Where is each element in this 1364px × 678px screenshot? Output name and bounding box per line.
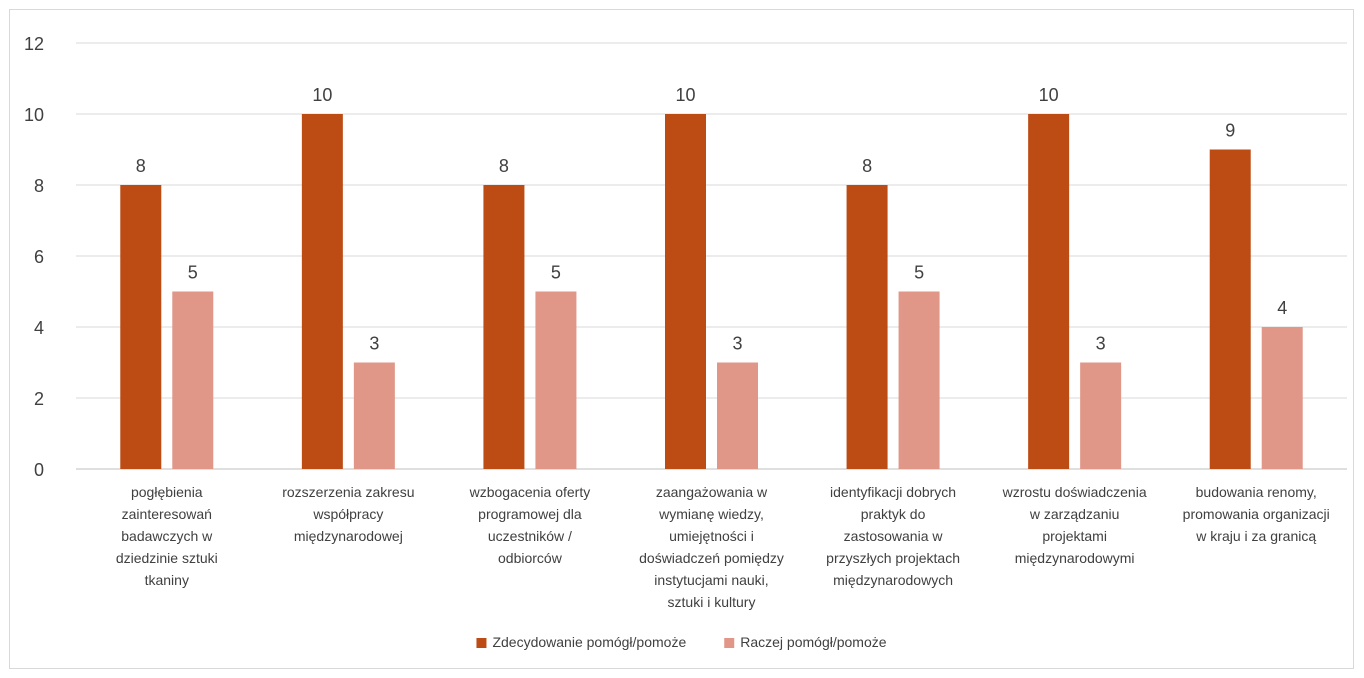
bar bbox=[898, 291, 940, 469]
bar bbox=[1209, 149, 1251, 469]
category-label: budowania renomy, bbox=[1196, 484, 1317, 500]
y-tick-label: 2 bbox=[34, 389, 44, 409]
bar bbox=[301, 114, 343, 469]
bar bbox=[483, 185, 525, 469]
data-label: 8 bbox=[862, 156, 872, 176]
data-label: 10 bbox=[1039, 85, 1059, 105]
y-tick-label: 6 bbox=[34, 247, 44, 267]
bar bbox=[120, 185, 162, 469]
category-label: rozszerzenia zakresu bbox=[282, 484, 414, 500]
data-label: 10 bbox=[675, 85, 695, 105]
category-label: międzynarodowymi bbox=[1015, 550, 1135, 566]
bar-chart: 0 2 4 6 8 10 12 8 5 pogłębienia zainteresowań badaw… bbox=[24, 34, 1347, 650]
category-label: współpracy bbox=[312, 506, 383, 522]
category-label: programowej dla bbox=[478, 506, 582, 522]
category-label: projektami bbox=[1042, 528, 1107, 544]
category-label: międzynarodowych bbox=[833, 572, 953, 588]
legend-label: Zdecydowanie pomógł/pomoże bbox=[492, 634, 686, 650]
bar bbox=[665, 114, 706, 469]
y-tick-label: 0 bbox=[34, 460, 44, 480]
legend-swatch bbox=[724, 638, 735, 648]
data-label: 3 bbox=[1096, 334, 1106, 354]
category-label: zastosowania w bbox=[844, 528, 944, 544]
y-tick-label: 8 bbox=[34, 176, 44, 196]
bar bbox=[353, 362, 395, 469]
data-label: 9 bbox=[1225, 121, 1235, 141]
data-label: 4 bbox=[1277, 298, 1287, 318]
legend-label: Raczej pomógł/pomoże bbox=[740, 634, 887, 650]
bar bbox=[172, 291, 214, 469]
category-label: wzbogacenia oferty bbox=[469, 484, 591, 500]
data-label: 5 bbox=[188, 263, 198, 283]
category-label: identyfikacji dobrych bbox=[830, 484, 956, 500]
category-label: w zarządzaniu bbox=[1029, 506, 1120, 522]
category-label: pogłębienia bbox=[131, 484, 203, 500]
data-label: 3 bbox=[369, 334, 379, 354]
bar bbox=[535, 291, 577, 469]
category-label: tkaniny bbox=[145, 572, 189, 588]
data-label: 8 bbox=[136, 156, 146, 176]
category-label: odbiorców bbox=[498, 550, 563, 566]
legend-swatch bbox=[476, 638, 487, 648]
category-label: dziedzinie sztuki bbox=[116, 550, 218, 566]
category-label: promowania organizacji bbox=[1183, 506, 1330, 522]
bar bbox=[1261, 327, 1303, 469]
category-label: badawczych w bbox=[121, 528, 213, 544]
category-label: w kraju i za granicą bbox=[1195, 528, 1316, 544]
bar bbox=[1080, 362, 1122, 469]
category-label: międzynarodowej bbox=[294, 528, 403, 544]
bar bbox=[1028, 114, 1070, 469]
y-tick-label: 12 bbox=[24, 34, 44, 54]
bar bbox=[846, 185, 888, 469]
category-label: wymianę wiedzy, bbox=[658, 506, 764, 522]
category-label: doświadczeń pomiędzy bbox=[639, 550, 784, 566]
category-label: zainteresowań bbox=[122, 506, 212, 522]
category-label: praktyk do bbox=[861, 506, 926, 522]
category-label: przyszłych projektach bbox=[826, 550, 960, 566]
category-label: uczestników / bbox=[488, 528, 572, 544]
category-label: umiejętności i bbox=[669, 528, 754, 544]
chart-frame: 0 2 4 6 8 10 12 8 5 pogłębienia zainteresowań badaw… bbox=[9, 9, 1354, 669]
y-tick-label: 4 bbox=[34, 318, 44, 338]
category-label: sztuki i kultury bbox=[668, 594, 756, 610]
data-label: 5 bbox=[551, 263, 561, 283]
category-label: wzrostu doświadczenia bbox=[1002, 484, 1147, 500]
data-label: 8 bbox=[499, 156, 509, 176]
y-tick-label: 10 bbox=[24, 105, 44, 125]
bar bbox=[717, 362, 758, 469]
data-label: 3 bbox=[732, 334, 742, 354]
category-label: zaangażowania w bbox=[656, 484, 768, 500]
category-label: instytucjami nauki, bbox=[654, 572, 768, 588]
data-label: 10 bbox=[312, 85, 332, 105]
data-label: 5 bbox=[914, 263, 924, 283]
